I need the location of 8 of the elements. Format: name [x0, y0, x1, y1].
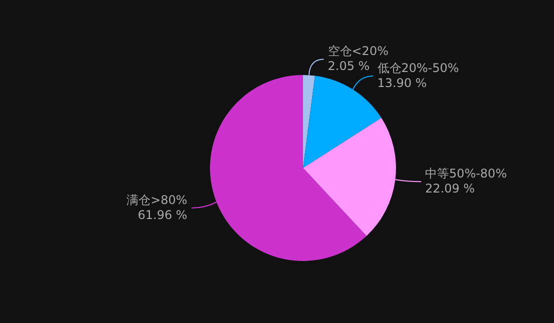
- slice-label: 中等50%-80%: [425, 166, 507, 181]
- slice-label: 低仓20%-50%: [377, 60, 459, 75]
- data-label: 2.05 %: [328, 59, 370, 74]
- data-label: 61.96 %: [138, 208, 188, 222]
- data-label: 13.90 %: [377, 76, 427, 90]
- slice-label: 满仓>80%: [126, 193, 188, 207]
- data-label: 22.09 %: [425, 182, 475, 196]
- slice-label: 空仓<20%: [328, 44, 388, 58]
